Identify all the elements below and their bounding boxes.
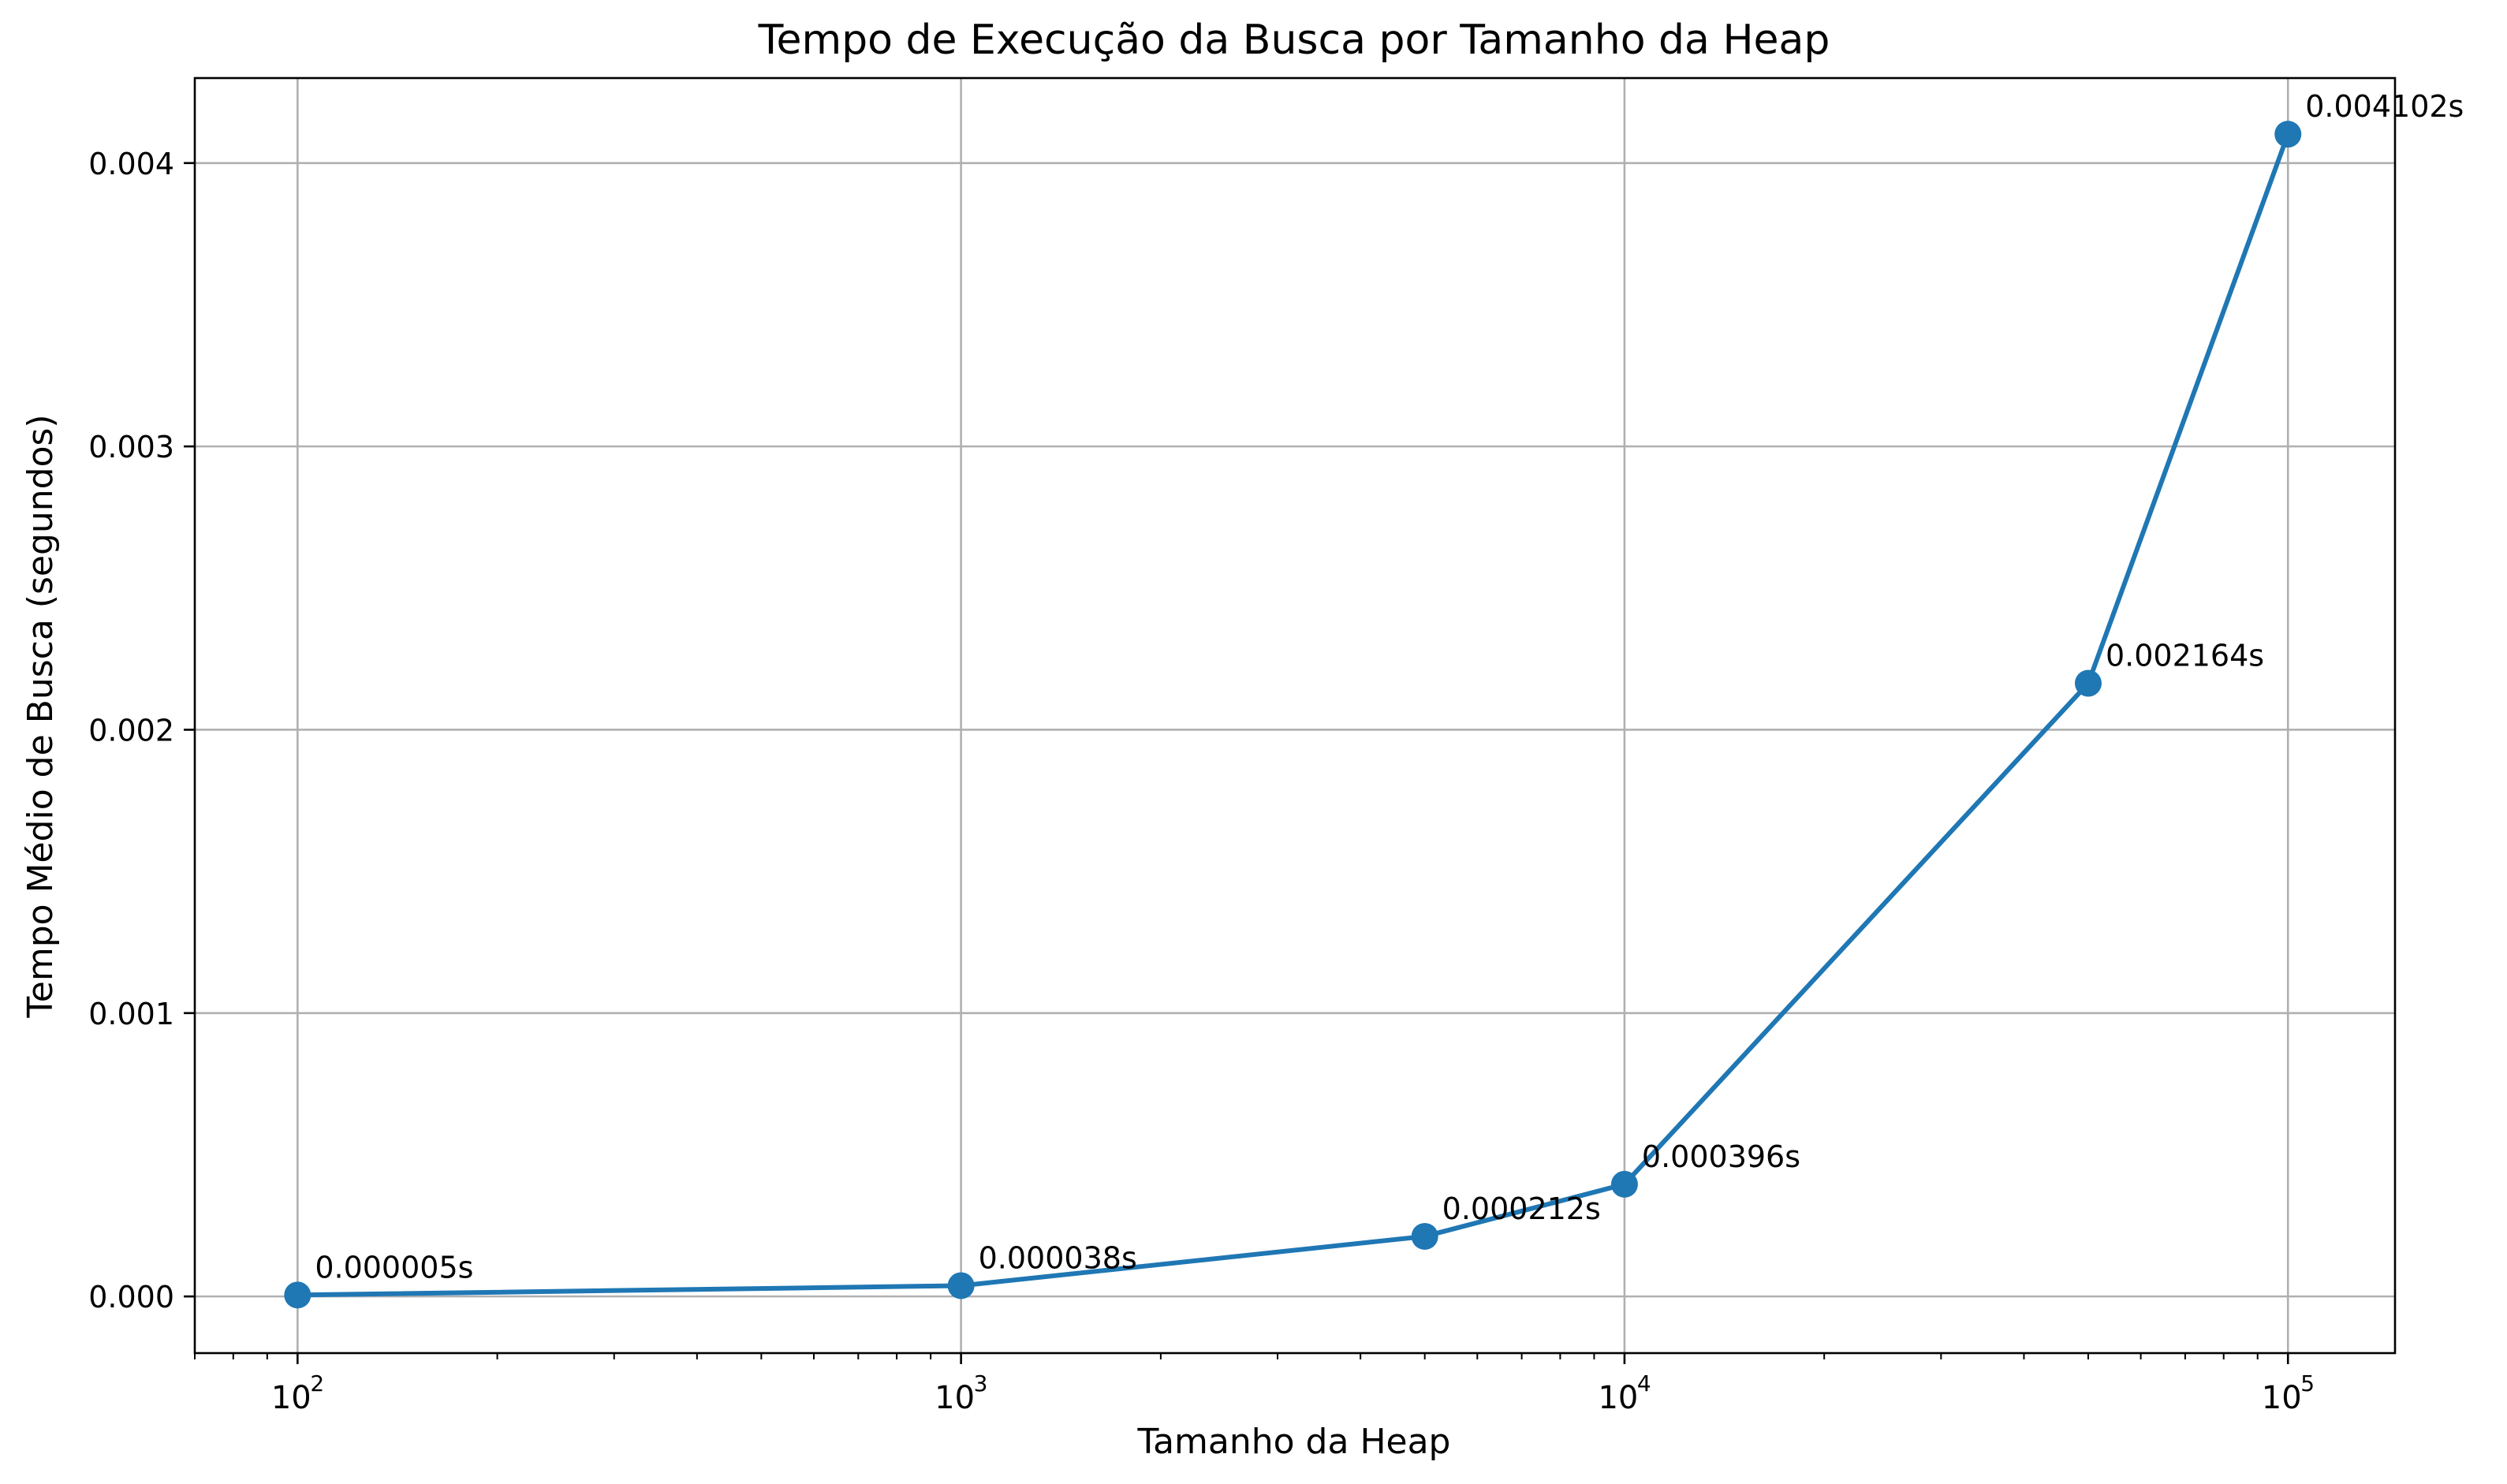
y-tick-label-4: 0.004 xyxy=(88,147,174,181)
x-tick-exponent-1: 3 xyxy=(974,1370,988,1396)
series-line-0 xyxy=(297,133,2291,1298)
x-tick-exponent-0: 2 xyxy=(310,1370,324,1396)
x-tick-exponent-2: 4 xyxy=(1637,1370,1651,1396)
y-tick-label-1: 0.001 xyxy=(88,997,174,1031)
data-point-3 xyxy=(1610,1170,1638,1198)
y-tick-label-2: 0.002 xyxy=(88,713,174,748)
x-axis-label: Tamanho da Heap xyxy=(1137,1422,1451,1462)
data-point-4 xyxy=(2074,669,2102,697)
x-tick-label-2: 10 xyxy=(1598,1380,1638,1416)
chart-title: Tempo de Execução da Busca por Tamanho d… xyxy=(758,17,1830,64)
data-point-5 xyxy=(2274,121,2302,148)
data-label-4: 0.002164s xyxy=(2106,639,2264,673)
data-label-0: 0.000005s xyxy=(315,1250,473,1285)
data-label-1: 0.000038s xyxy=(979,1240,1137,1275)
plot-frame xyxy=(193,76,2397,1355)
y-tick-label-3: 0.003 xyxy=(88,430,174,464)
x-tick-exponent-3: 5 xyxy=(2300,1370,2315,1396)
minor-ticks xyxy=(194,1353,2259,1359)
data-label-5: 0.004102s xyxy=(2305,89,2464,124)
x-tick-label-0: 10 xyxy=(271,1380,312,1416)
data-point-2 xyxy=(1411,1222,1438,1250)
x-tick-label-1: 10 xyxy=(935,1380,975,1416)
data-point-1 xyxy=(947,1272,975,1299)
data-label-2: 0.000212s xyxy=(1442,1191,1601,1226)
data-labels: 0.000005s 0.000038s 0.000212s 0.000396s 0.00… xyxy=(315,89,2464,1285)
grid-lines xyxy=(195,78,2395,1353)
y-tick-label-0: 0.000 xyxy=(88,1280,174,1314)
data-label-3: 0.000396s xyxy=(1642,1139,1800,1174)
data-series xyxy=(284,121,2302,1309)
x-tick-label-3: 10 xyxy=(2262,1380,2302,1416)
y-axis-label: Tempo Médio de Busca (segundos) xyxy=(21,414,61,1018)
data-point-0 xyxy=(284,1281,312,1309)
